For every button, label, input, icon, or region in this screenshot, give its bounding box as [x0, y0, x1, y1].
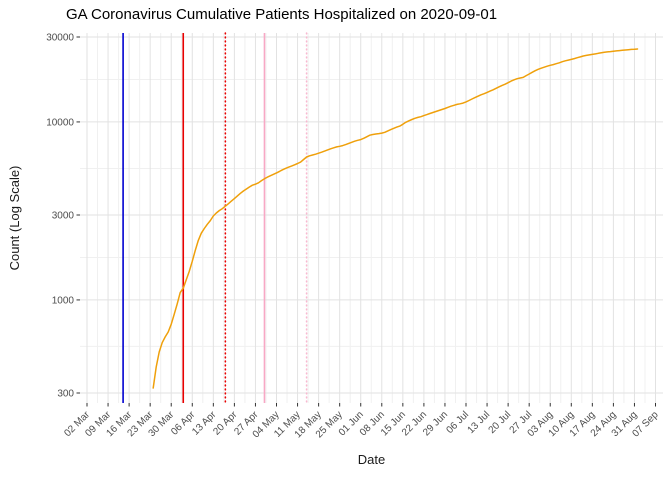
y-tick-label: 3000 — [52, 211, 75, 222]
y-tick-label: 10000 — [46, 117, 74, 128]
x-tick-label: 06 Jul — [444, 409, 471, 436]
series-line-cumulative-patients-hospitalized — [152, 48, 639, 389]
y-tick-label: 1000 — [52, 295, 75, 306]
y-axis-title: Count (Log Scale) — [7, 165, 22, 271]
y-tick-label: 30000 — [46, 33, 74, 44]
x-tick-label: 20 Jul — [487, 409, 514, 436]
y-tick-label: 300 — [57, 389, 74, 400]
x-axis-title: Date — [357, 452, 386, 467]
x-tick-label: 13 Jul — [466, 409, 493, 436]
chart-title: GA Coronavirus Cumulative Patients Hospi… — [66, 6, 498, 23]
